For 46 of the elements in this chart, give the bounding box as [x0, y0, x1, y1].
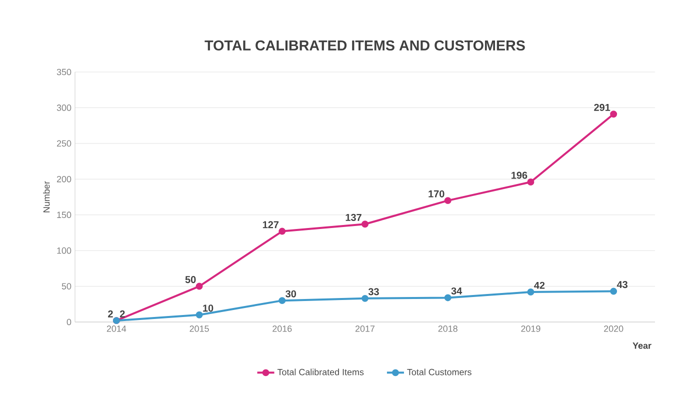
legend-label: Total Customers — [407, 368, 472, 376]
legend-label: Total Calibrated Items — [277, 368, 364, 376]
point — [444, 294, 452, 302]
y-tick-label: 350 — [56, 68, 72, 76]
data-label: 2 — [108, 310, 113, 318]
x-tick-label: 2014 — [106, 326, 126, 332]
x-tick-label: 2017 — [355, 326, 375, 332]
point — [196, 311, 203, 318]
point — [362, 294, 368, 302]
data-label: 43 — [616, 281, 628, 288]
y-tick-label: 100 — [57, 247, 72, 254]
y-axis-title: Number — [43, 181, 50, 212]
point — [196, 282, 203, 290]
data-label: 291 — [594, 104, 610, 111]
data-label: 127 — [262, 221, 279, 228]
x-axis-title: Year — [632, 342, 652, 349]
chart-title: TOTAL CALIBRATED ITEMS AND CUSTOMERS — [204, 40, 525, 51]
point — [527, 288, 534, 296]
point — [444, 197, 452, 204]
data-label: 10 — [203, 304, 214, 312]
x-tick-label: 2018 — [438, 326, 458, 332]
point — [278, 228, 286, 235]
data-label: 30 — [286, 290, 296, 298]
y-tick-label: 200 — [56, 176, 72, 182]
y-tick-label: 300 — [56, 104, 72, 111]
point — [527, 178, 534, 186]
point — [278, 297, 286, 304]
y-tick-label: 0 — [66, 318, 72, 326]
point — [362, 220, 368, 228]
data-label: 2 — [120, 310, 125, 318]
data-label: 170 — [428, 190, 444, 198]
data-label: 33 — [368, 288, 379, 296]
y-tick-label: 150 — [57, 212, 72, 218]
data-label: 34 — [451, 287, 462, 295]
x-tick-label: 2020 — [604, 326, 624, 332]
data-label: 42 — [534, 282, 545, 289]
x-tick-label: 2016 — [272, 326, 292, 332]
data-label: 50 — [185, 276, 196, 284]
data-label: 137 — [346, 214, 362, 221]
x-tick-label: 2019 — [521, 326, 540, 332]
point — [610, 110, 618, 118]
point — [610, 288, 618, 295]
y-tick-label: 50 — [62, 283, 72, 290]
x-tick-label: 2015 — [190, 326, 209, 332]
data-label: 196 — [512, 172, 528, 179]
y-tick-label: 250 — [56, 140, 72, 147]
